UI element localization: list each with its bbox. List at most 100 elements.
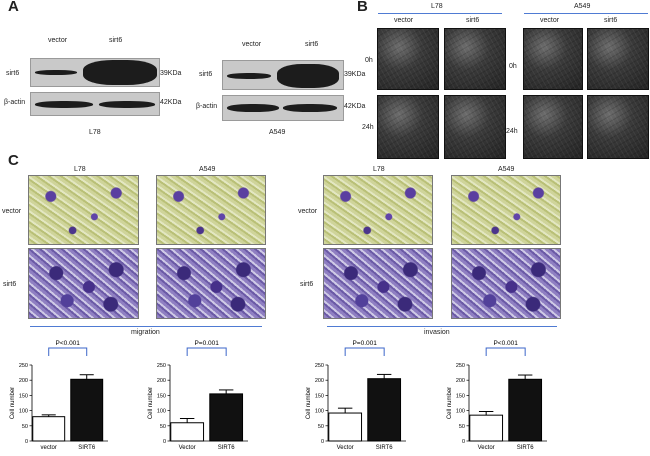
b-l78-sirt6-0h-image [444,28,506,90]
y-tick-label: 200 [157,378,166,384]
y-tick-label: 100 [456,409,465,415]
c-inv-l78-vector-image [323,175,433,245]
y-tick-label: 50 [318,424,324,430]
b-a549-vector-label: vector [540,17,560,24]
c-invasion-label: invasion [424,329,450,336]
y-tick-label: 50 [459,424,465,430]
a-l78-vector-band [35,70,77,75]
x-tick-label: vector [41,445,57,451]
y-tick-label: 150 [315,393,324,399]
b-a549-line [524,13,648,14]
bar-vector [170,422,205,442]
a-a549-sirt6-label: sirt6 [305,41,319,48]
y-tick-label: 250 [456,363,465,369]
a-a549-vector-band [227,73,271,79]
bar-vector [469,414,504,442]
panel-b-label: B [357,0,368,15]
significance-label: P<0.001 [56,340,81,347]
b-l78-line [378,13,502,14]
y-tick-label: 150 [456,393,465,399]
b-time-0h-right: 0h [509,63,517,70]
bar-vector [328,412,363,442]
x-tick-label: Vector [179,445,196,451]
c-inv-l78-sirt6-image [323,248,433,319]
c-row-sirt6-left: sirt6 [3,281,17,288]
a-l78-vector-label: vector [48,37,68,44]
x-tick-label: SIRT6 [78,445,96,451]
y-axis-label: Cell number [447,387,453,419]
b-l78-vector-label: vector [394,17,414,24]
bar-vector [32,416,66,442]
y-axis-label: Cell number [10,387,16,419]
b-time-24h-left: 24h [362,124,374,131]
c-row-sirt6-right: sirt6 [300,281,314,288]
significance-label: P=0.001 [352,340,377,347]
bar-sirt6 [70,378,104,442]
a-l78-actin-vector-band [35,101,93,108]
significance-bracket [485,347,526,356]
c-inv-a549-title: A549 [498,166,515,173]
a-a549-row1-label: sirt6 [199,71,213,78]
c-inv-a549-sirt6-image [451,248,561,319]
significance-bracket [186,347,227,356]
chart-3: 0 50 100 150 200 250 Cell number Vector SIRT6 P=0… [306,340,406,451]
y-tick-label: 0 [321,439,324,445]
b-a549-sirt6-0h-image [587,28,649,90]
a-a549-sirt6-blot [222,60,344,90]
y-tick-label: 50 [160,424,166,430]
b-a549-vector-24h-image [523,95,583,159]
c-mig-l78-vector-image [28,175,139,245]
x-tick-label: SIRT6 [218,445,236,451]
a-a549-vector-label: vector [242,41,262,48]
y-tick-label: 250 [157,363,166,369]
bar-charts: 0 50 100 150 200 250 Cell number vector SIRT6 P<0… [10,340,547,451]
y-tick-label: 200 [315,378,324,384]
a-l78-kda2: 42KDa [160,99,182,106]
c-mig-a549-sirt6-image [156,248,266,319]
x-tick-label: SIRT6 [376,445,394,451]
panel-a-label: A [8,0,19,15]
y-tick-label: 0 [25,439,28,445]
b-l78-vector-24h-image [377,95,439,159]
a-a549-actin-sirt6-band [283,104,337,112]
bar-sirt6 [367,378,402,442]
y-axis-label: Cell number [306,387,312,419]
y-tick-label: 0 [462,439,465,445]
c-mig-l78-sirt6-image [28,248,139,319]
a-l78-caption: L78 [89,129,101,136]
b-time-24h-right: 24h [506,128,518,135]
y-tick-label: 0 [163,439,166,445]
c-mig-a549-title: A549 [199,166,216,173]
panel-c-label: C [8,152,19,169]
a-l78-row2-label: β-actin [4,99,26,106]
c-migration-label: migration [131,329,160,336]
y-axis-label: Cell number [148,387,154,419]
y-tick-label: 150 [157,393,166,399]
a-l78-kda1: 39KDa [160,70,182,77]
significance-label: P<0.001 [493,340,518,347]
a-l78-sirt6-label: sirt6 [109,37,123,44]
significance-label: P=0.001 [194,340,219,347]
significance-bracket [48,347,88,356]
c-inv-l78-title: L78 [373,166,385,173]
c-invasion-line [327,326,557,327]
c-mig-l78-title: L78 [74,166,86,173]
a-l78-actin-sirt6-band [99,101,155,108]
y-tick-label: 150 [19,393,28,399]
a-a549-sirt6-band [277,64,339,88]
y-tick-label: 250 [19,363,28,369]
y-tick-label: 100 [157,409,166,415]
y-tick-label: 200 [19,378,28,384]
y-tick-label: 100 [315,409,324,415]
c-inv-a549-vector-image [451,175,561,245]
bar-sirt6 [508,378,543,442]
b-l78-sirt6-24h-image [444,95,506,159]
c-mig-a549-vector-image [156,175,266,245]
b-a549-title: A549 [574,3,591,10]
b-a549-vector-0h-image [523,28,583,90]
chart-4: 0 50 100 150 200 250 Cell number Vector SIRT6 P<0… [447,340,547,451]
significance-bracket [344,347,385,356]
a-a549-kda1: 39KDa [344,71,366,78]
y-tick-label: 100 [19,409,28,415]
a-a549-row2-label: β-actin [196,103,218,110]
